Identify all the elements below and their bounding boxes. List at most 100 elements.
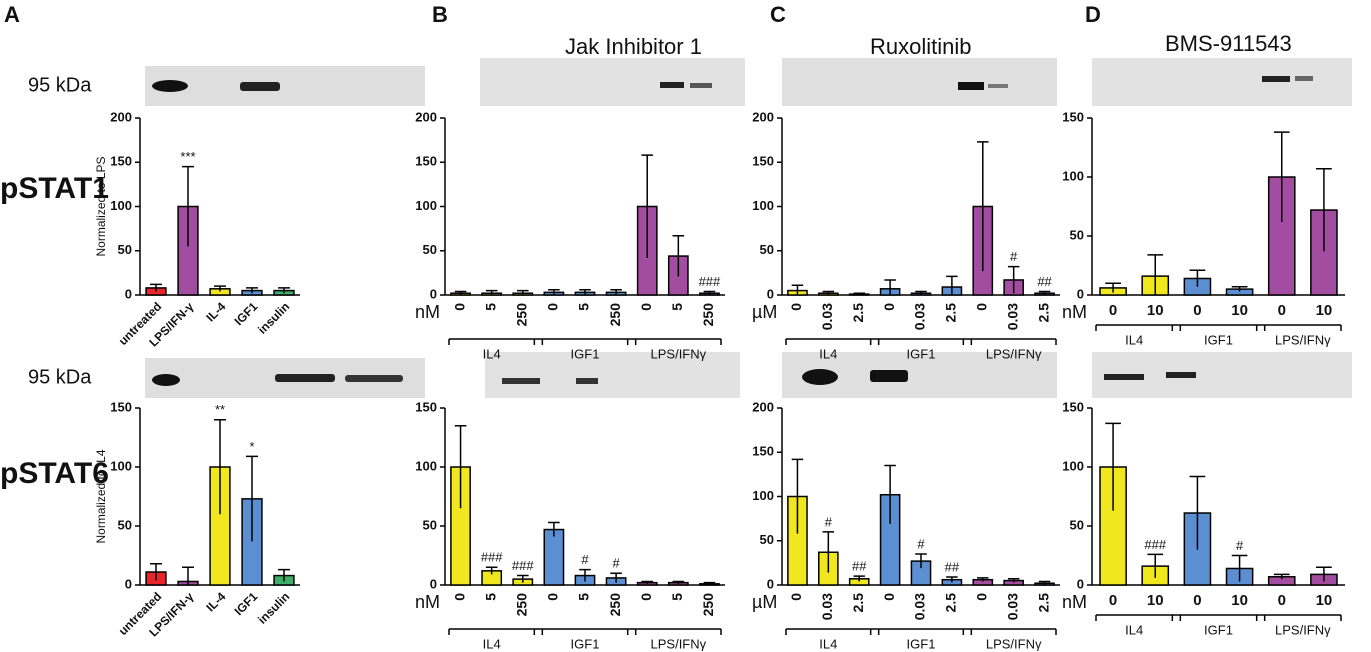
group-label: IL4 <box>483 346 501 361</box>
chart-title: Ruxolitinib <box>870 34 972 59</box>
error-bar <box>853 575 865 582</box>
y-tick-label: 50 <box>423 242 437 257</box>
error-bar <box>641 154 654 258</box>
x-tick-label: 0.03 <box>819 303 835 330</box>
error-bar <box>703 581 716 585</box>
x-tick-label: 0 <box>545 593 561 601</box>
x-unit: nM <box>1062 592 1087 612</box>
x-tick-label: 5 <box>669 303 685 311</box>
error-bar <box>1189 475 1206 550</box>
group-label: IL4 <box>819 636 837 651</box>
error-bar <box>485 566 498 575</box>
x-tick-label: insulin <box>255 299 292 336</box>
error-bar <box>1007 265 1020 294</box>
group-label: IL4 <box>1125 332 1143 347</box>
x-tick-label: IL-4 <box>203 589 228 614</box>
y-tick-label: 100 <box>110 458 132 473</box>
x-tick-label: IL-4 <box>203 299 228 324</box>
error-bar <box>946 576 958 583</box>
y-tick-label: 50 <box>760 532 774 547</box>
y-tick-label: 50 <box>423 517 437 532</box>
x-tick-label: 5 <box>482 303 498 311</box>
error-bar <box>672 580 685 584</box>
annotation: ### <box>1144 537 1166 552</box>
annotation: *** <box>180 149 195 164</box>
y-tick-label: 200 <box>752 399 774 414</box>
group-label: IGF1 <box>1204 622 1233 637</box>
y-axis-label: Normalized to IL4 <box>94 449 108 543</box>
annotation: ### <box>481 550 503 565</box>
panel-label: B <box>432 2 448 27</box>
x-tick-label: 10 <box>1147 302 1164 319</box>
bar <box>1267 176 1296 296</box>
error-bar <box>516 574 529 583</box>
error-bar <box>246 287 258 294</box>
x-tick-label: 0.03 <box>1004 593 1020 620</box>
group-label: LPS/IFNγ <box>986 346 1042 361</box>
x-tick-label: 250 <box>607 303 623 327</box>
y-tick-label: 0 <box>1077 576 1084 591</box>
error-bar <box>214 285 226 292</box>
x-tick-label: 2.5 <box>943 303 959 323</box>
blot-label: 95 kDa <box>28 366 92 388</box>
error-bar <box>1273 131 1290 222</box>
row-label: pSTAT6 <box>0 457 109 490</box>
error-bar <box>1147 254 1164 295</box>
panel-label: D <box>1085 2 1101 27</box>
x-tick-label: 0.03 <box>1004 303 1020 330</box>
x-tick-label: 2.5 <box>1035 593 1051 613</box>
group-label: LPS/IFNγ <box>1275 332 1331 347</box>
group-label: LPS/IFNγ <box>986 636 1042 651</box>
y-tick-label: 200 <box>415 109 437 124</box>
x-tick-label: 5 <box>669 593 685 601</box>
error-bar <box>1273 573 1290 580</box>
error-bar <box>977 577 989 582</box>
error-bar <box>822 531 835 573</box>
error-bar <box>454 290 467 295</box>
error-bar <box>915 290 927 295</box>
group-label: IGF1 <box>571 636 600 651</box>
x-tick-label: 250 <box>700 303 716 327</box>
x-tick-label: 2.5 <box>943 593 959 613</box>
annotation: # <box>825 514 833 529</box>
y-tick-label: 0 <box>767 576 774 591</box>
x-tick-label: 0 <box>1193 592 1201 609</box>
x-tick-label: 2.5 <box>850 303 866 323</box>
error-bar <box>1147 553 1164 578</box>
annotation: # <box>612 556 620 571</box>
annotation: # <box>917 536 925 551</box>
annotation: ** <box>215 402 225 417</box>
error-bar <box>214 419 226 515</box>
error-bar <box>1105 282 1121 293</box>
chart-title: Jak Inhibitor 1 <box>565 34 702 59</box>
x-tick-label: 0 <box>881 593 897 601</box>
blot-label: 95 kDa <box>28 74 92 96</box>
error-bar <box>516 289 529 295</box>
error-bar <box>791 458 804 534</box>
x-tick-label: IGF1 <box>232 299 261 328</box>
panel-label: A <box>4 2 20 27</box>
error-bar <box>548 288 560 295</box>
error-bar <box>1038 580 1051 585</box>
y-tick-label: 150 <box>110 154 132 169</box>
y-tick-label: 50 <box>1070 517 1084 532</box>
x-tick-label: 0 <box>1109 592 1117 609</box>
y-tick-label: 50 <box>118 242 132 257</box>
annotation: ## <box>1037 274 1052 289</box>
x-tick-label: 10 <box>1231 592 1248 609</box>
y-tick-label: 150 <box>1062 399 1084 414</box>
group-label: LPS/IFNγ <box>651 346 707 361</box>
error-bar <box>884 279 896 295</box>
error-bar <box>182 165 194 247</box>
group-label: IL4 <box>1125 622 1143 637</box>
error-bar <box>791 284 804 295</box>
x-unit: nM <box>415 302 440 322</box>
y-tick-label: 0 <box>1077 286 1084 301</box>
error-bar <box>278 287 290 294</box>
error-bar <box>454 424 467 509</box>
group-label: IGF1 <box>1204 332 1233 347</box>
x-tick-label: 250 <box>607 593 623 617</box>
y-tick-label: 0 <box>125 576 132 591</box>
x-tick-label: 0 <box>451 593 467 601</box>
y-tick-label: 150 <box>752 444 774 459</box>
